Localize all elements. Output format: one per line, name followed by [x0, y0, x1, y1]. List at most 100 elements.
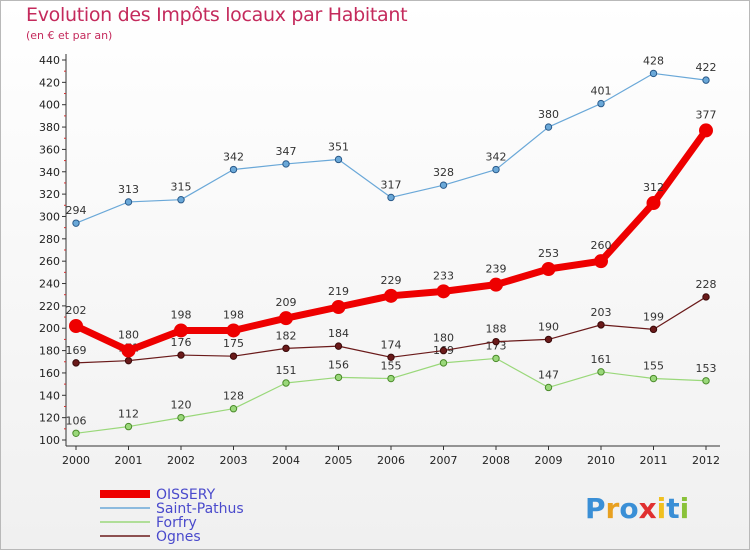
data-point-saint-pathus	[72, 219, 80, 227]
x-tick-label: 2003	[220, 454, 248, 467]
chart-title: Evolution des Impôts locaux par Habitant	[26, 4, 408, 26]
logo-letter: r	[606, 492, 620, 525]
y-tick-label: 340	[39, 166, 60, 179]
data-label-saint-pathus: 317	[381, 178, 402, 191]
proxiti-logo: Proxiti	[585, 492, 689, 525]
x-tick-label: 2005	[325, 454, 353, 467]
data-point-saint-pathus	[597, 99, 605, 108]
data-label-forfry: 106	[66, 414, 87, 427]
data-label-ognes: 175	[223, 337, 244, 350]
logo-letter: x	[639, 492, 657, 525]
x-tick-label: 2008	[482, 454, 510, 467]
data-point-forfry	[544, 383, 553, 392]
data-label-saint-pathus: 294	[66, 204, 87, 217]
data-label-ognes: 169	[66, 344, 87, 357]
logo-letter: o	[619, 492, 638, 525]
y-tick-label: 220	[39, 300, 60, 313]
data-label-oissery: 253	[538, 247, 559, 260]
y-tick-label: 260	[39, 255, 60, 268]
data-point-forfry	[702, 377, 710, 385]
x-tick-label: 2002	[167, 454, 195, 467]
data-point-forfry	[124, 422, 133, 431]
data-point-oissery	[594, 254, 608, 269]
data-point-forfry	[492, 354, 500, 363]
data-point-forfry	[439, 359, 448, 367]
data-label-forfry: 153	[696, 362, 717, 375]
data-point-forfry	[387, 374, 395, 383]
data-label-forfry: 156	[328, 358, 349, 371]
data-label-oissery: 377	[696, 108, 717, 121]
data-point-oissery	[699, 123, 713, 138]
data-point-ognes	[229, 352, 238, 360]
legend-label-ognes: Ognes	[156, 529, 201, 545]
data-label-oissery: 180	[118, 329, 139, 342]
y-tick-label: 320	[39, 188, 60, 201]
data-point-oissery	[69, 319, 83, 333]
data-point-oissery	[121, 343, 136, 358]
x-tick-label: 2004	[272, 454, 300, 467]
x-tick-label: 2006	[377, 454, 405, 467]
data-point-saint-pathus	[229, 165, 238, 174]
data-label-ognes: 184	[328, 327, 349, 340]
data-point-oissery	[226, 323, 241, 338]
data-point-forfry	[597, 368, 605, 376]
data-point-saint-pathus	[334, 155, 343, 164]
data-label-saint-pathus: 428	[643, 54, 664, 67]
legend-label-saint-pathus: Saint-Pathus	[156, 501, 244, 517]
data-label-oissery: 198	[223, 308, 244, 321]
data-label-ognes: 176	[171, 336, 192, 349]
data-point-saint-pathus	[387, 193, 395, 202]
data-point-oissery	[331, 300, 346, 314]
data-point-ognes	[649, 325, 658, 334]
data-label-ognes: 228	[696, 278, 717, 291]
data-label-saint-pathus: 401	[591, 85, 612, 98]
y-tick-label: 360	[39, 143, 60, 156]
data-point-saint-pathus	[124, 198, 133, 206]
data-point-saint-pathus	[282, 160, 290, 168]
y-tick-label: 440	[39, 54, 60, 67]
data-label-saint-pathus: 347	[276, 145, 297, 158]
data-label-forfry: 161	[591, 353, 612, 366]
chart-subtitle: (en € et par an)	[26, 29, 113, 42]
data-label-forfry: 155	[381, 360, 402, 373]
data-point-oissery	[174, 323, 188, 338]
data-point-saint-pathus	[492, 165, 500, 174]
x-tick-label: 2000	[62, 454, 90, 467]
data-label-ognes: 190	[538, 320, 559, 333]
data-label-ognes: 203	[591, 306, 612, 319]
data-point-oissery	[384, 288, 398, 303]
y-tick-label: 140	[39, 389, 60, 402]
data-label-oissery: 219	[328, 285, 349, 298]
data-point-ognes	[439, 346, 448, 355]
logo-letter: t	[666, 492, 679, 525]
y-tick-label: 400	[39, 99, 60, 112]
data-label-saint-pathus: 313	[118, 183, 139, 196]
data-label-oissery: 229	[381, 274, 402, 287]
y-tick-label: 120	[39, 412, 60, 425]
series-line-ognes	[75, 296, 707, 364]
x-tick-label: 2001	[115, 454, 143, 467]
y-tick-label: 100	[39, 434, 60, 447]
x-tick-label: 2011	[640, 454, 668, 467]
data-label-oissery: 239	[486, 263, 507, 276]
data-label-oissery: 198	[171, 308, 192, 321]
logo-letter: P	[585, 492, 606, 525]
data-label-forfry: 151	[276, 364, 297, 377]
data-point-ognes	[597, 321, 605, 329]
data-point-forfry	[282, 379, 290, 387]
data-label-saint-pathus: 328	[433, 166, 454, 179]
data-label-oissery: 202	[66, 304, 87, 317]
data-point-forfry	[649, 374, 658, 383]
data-point-saint-pathus	[544, 123, 553, 131]
data-point-ognes	[124, 356, 133, 365]
data-point-saint-pathus	[177, 196, 185, 204]
data-label-ognes: 188	[486, 323, 507, 336]
y-tick-label: 240	[39, 278, 60, 291]
logo-letter: i	[680, 492, 690, 525]
data-label-saint-pathus: 315	[171, 181, 192, 194]
data-label-forfry: 112	[118, 408, 139, 421]
x-tick-label: 2007	[430, 454, 458, 467]
y-tick-label: 160	[39, 367, 60, 380]
